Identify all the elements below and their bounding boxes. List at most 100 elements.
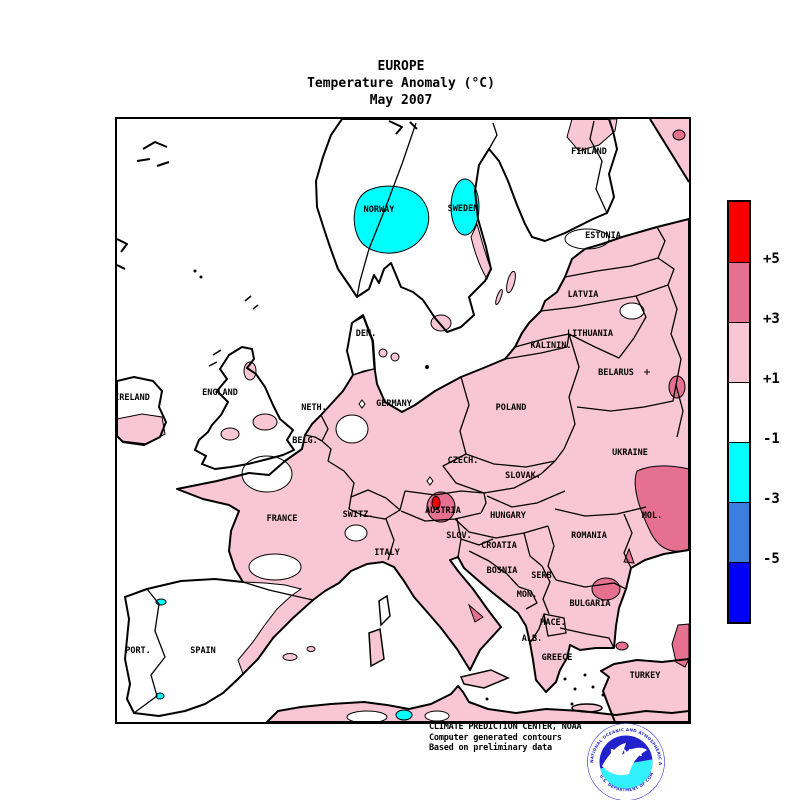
coastlines [117, 119, 689, 722]
colorbar-segment--3-to--1 [729, 442, 749, 502]
border-austria [399, 490, 487, 522]
border-romania-bulgaria [555, 579, 627, 590]
germany-contour-diamond [358, 399, 366, 409]
colorbar-segment-+3-to-+5 [729, 262, 749, 322]
sicily-island [459, 669, 510, 689]
menorca-island [306, 646, 316, 652]
south-france-neutral-patch [248, 553, 302, 581]
colorbar-tick--1: -1 [763, 431, 780, 448]
attribution: CLIMATE PREDICTION CENTER, NOAA Computer… [429, 722, 582, 754]
sardinia-island [368, 627, 385, 668]
border-slovenia-croatia [456, 518, 494, 558]
data-boundary-line [649, 119, 689, 183]
colorbar-segment-+1-to-+3 [729, 322, 749, 382]
iceland-coast-fragments [136, 141, 170, 167]
border-ukraine-russia [675, 384, 684, 438]
border-bosnia-montenegro [468, 550, 538, 610]
africa-neutral-patch-1 [346, 710, 388, 722]
border-macedonia-albania [529, 613, 567, 644]
country-borders [133, 120, 684, 714]
colorbar-segment-above-+5 [729, 202, 749, 262]
title-variable: Temperature Anomaly (°C) [307, 76, 495, 91]
italy-coast-strong-warm-sliver [467, 603, 484, 623]
border-poland-south [465, 448, 565, 468]
north-africa-cool-dot [395, 709, 413, 721]
border-bulgaria-greece [559, 627, 615, 649]
border-estonia-latvia [564, 257, 659, 278]
border-france-italy [385, 518, 395, 561]
central-sweden-cool-region [450, 178, 480, 236]
east-ukraine-moldova-strong-warm-region [634, 465, 689, 552]
south-england-warm-patch [220, 427, 240, 441]
border-moldova-romania [623, 513, 633, 569]
border-latvia-lithuania [540, 284, 669, 312]
map-panel: NORWAY SWEDEN FINLAND ESTONIA LATVIA LITHUANI… [115, 117, 691, 724]
funen-island [378, 348, 388, 358]
west-estonia-neutral-patch [564, 228, 610, 250]
colorbar-tick--5: -5 [763, 551, 780, 568]
anomaly-fills [117, 119, 689, 722]
austria-strong-warm-patch [426, 491, 456, 523]
zealand-island [390, 352, 400, 362]
east-latvia-neutral-patch [619, 302, 645, 320]
sweden-coast-warm-strip [470, 222, 492, 281]
border-romania-ukraine [554, 506, 647, 517]
mallorca-island [282, 653, 298, 661]
border-poland-east [563, 333, 580, 450]
noaa-logo-acronym: NOAA [610, 748, 642, 759]
border-latvia-russia [657, 257, 675, 286]
bulgaria-strong-warm-patch [591, 577, 621, 601]
border-estonia-russia [656, 226, 666, 259]
bornholm-island [425, 365, 429, 369]
africa-neutral-patch-2 [424, 710, 450, 722]
page-title: EUROPE Temperature Anomaly (°C) May 2007 [115, 58, 687, 109]
border-switzerland [348, 489, 401, 520]
border-portugal-spain [133, 588, 166, 714]
noaa-logo-bird [602, 743, 647, 776]
border-serbia [523, 532, 551, 615]
faroe-dot-1 [193, 269, 197, 273]
east-black-sea-strong-warm-sliver [671, 623, 689, 668]
border-france-spain [242, 581, 314, 601]
north-germany-neutral-patch [335, 414, 369, 444]
south-norway-cool-region [353, 185, 430, 254]
northeast-corner-strong-warm-dot [672, 129, 686, 141]
noaa-logo: NATIONAL OCEANIC AND ATMOSPHERIC ADMINIS… [586, 722, 665, 800]
attribution-line-3: Based on preliminary data [429, 743, 552, 753]
border-belarus-russia [667, 284, 682, 386]
oland-island [495, 288, 503, 306]
border-hungary-south-romania-west [454, 518, 557, 581]
attribution-line-1: CLIMATE PREDICTION CENTER, NOAA [429, 722, 582, 732]
austria-contour-diamond [426, 476, 434, 486]
corsica-island [378, 594, 391, 627]
colorbar-tick--3: -3 [763, 491, 780, 508]
shetland-fragments [244, 295, 259, 310]
alps-neutral-patch [344, 524, 368, 542]
colorbar-segment-below--5 [729, 562, 749, 622]
border-finland-russia [589, 120, 608, 214]
border-denmark-germany [352, 368, 375, 376]
border-sweden-finland [488, 122, 498, 150]
svalbard-coast-fragments [388, 120, 418, 135]
austria-extreme-warm-core [431, 496, 441, 510]
faroe-dot-2 [199, 275, 203, 279]
title-period: May 2007 [369, 93, 433, 108]
border-norway-sweden [356, 122, 417, 298]
attribution-line-2: Computer generated contours [429, 732, 562, 743]
europe-anomaly-map [117, 119, 689, 722]
colorbar-segment--5-to--3 [729, 502, 749, 562]
bosphorus-strong-warm-patch [615, 641, 629, 651]
colorbar-segment--1-to-+1 [729, 382, 749, 442]
border-kaliningrad [504, 333, 570, 360]
border-slovakia-hungary [486, 490, 566, 508]
border-poland-germany [459, 376, 470, 455]
north-finland-warm-patch [566, 119, 618, 152]
colorbar-tick-+1: +1 [763, 371, 780, 388]
border-benelux-france-germany [304, 414, 355, 498]
station-mark [644, 369, 650, 375]
west-edge-coast-fragments [117, 238, 128, 270]
hebrides-fragments [208, 349, 222, 367]
border-lithuania-belarus [568, 295, 647, 359]
gotland-island [506, 270, 516, 294]
